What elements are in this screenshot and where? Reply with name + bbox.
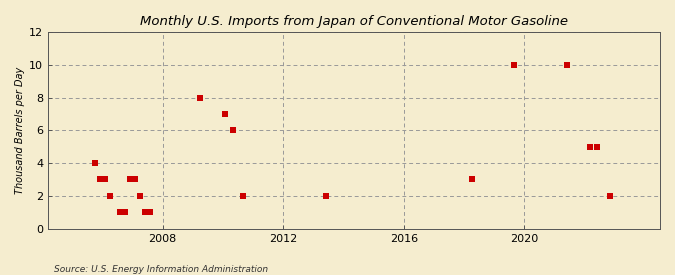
Point — [195, 95, 206, 100]
Point — [604, 194, 615, 198]
Point — [227, 128, 238, 133]
Point — [509, 62, 520, 67]
Text: Source: U.S. Energy Information Administration: Source: U.S. Energy Information Administ… — [54, 265, 268, 274]
Point — [99, 177, 110, 182]
Point — [220, 112, 231, 116]
Title: Monthly U.S. Imports from Japan of Conventional Motor Gasoline: Monthly U.S. Imports from Japan of Conve… — [140, 15, 568, 28]
Point — [90, 161, 101, 165]
Point — [125, 177, 136, 182]
Point — [585, 144, 595, 149]
Point — [144, 210, 155, 214]
Point — [140, 210, 151, 214]
Point — [238, 194, 248, 198]
Point — [119, 210, 130, 214]
Point — [105, 194, 115, 198]
Point — [130, 177, 140, 182]
Point — [135, 194, 146, 198]
Point — [592, 144, 603, 149]
Point — [466, 177, 477, 182]
Point — [115, 210, 126, 214]
Point — [95, 177, 105, 182]
Y-axis label: Thousand Barrels per Day: Thousand Barrels per Day — [15, 67, 25, 194]
Point — [321, 194, 331, 198]
Point — [562, 62, 572, 67]
